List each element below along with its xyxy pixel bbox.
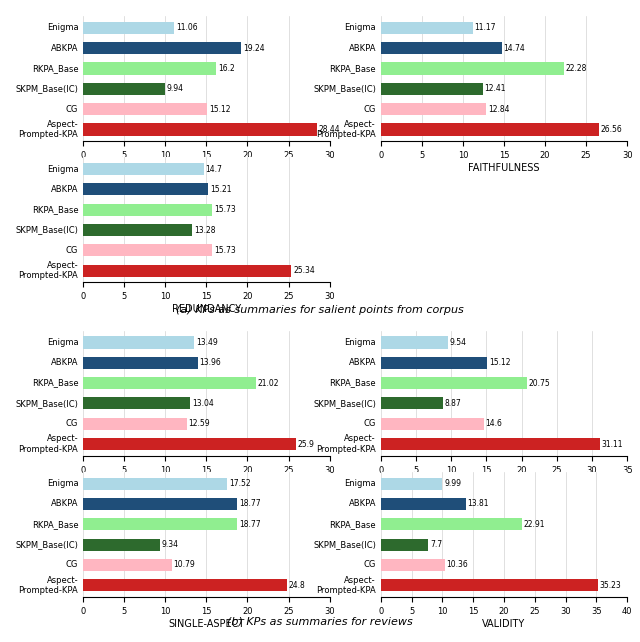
Text: (a) KPs as summaries for salient points from corpus: (a) KPs as summaries for salient points … — [176, 305, 464, 315]
X-axis label: INFORMATIVENESS: INFORMATIVENESS — [161, 477, 252, 487]
X-axis label: FAITHFULNESS: FAITHFULNESS — [468, 162, 540, 173]
Bar — [381, 498, 466, 510]
Bar — [83, 123, 317, 135]
Text: 35.23: 35.23 — [600, 581, 621, 590]
Text: 9.99: 9.99 — [444, 479, 461, 488]
Text: 22.91: 22.91 — [524, 520, 545, 529]
Text: 14.6: 14.6 — [485, 419, 502, 428]
Bar — [83, 22, 174, 34]
Bar — [83, 83, 165, 95]
Text: 26.56: 26.56 — [601, 125, 623, 134]
Text: 13.49: 13.49 — [196, 338, 218, 347]
Bar — [83, 336, 194, 349]
Bar — [381, 417, 484, 429]
Bar — [83, 184, 208, 196]
X-axis label: SINGLE-ASPECT: SINGLE-ASPECT — [168, 618, 244, 629]
Text: 24.8: 24.8 — [289, 581, 305, 590]
Bar — [83, 559, 172, 571]
Bar — [83, 579, 287, 591]
Bar — [381, 42, 502, 55]
Text: 15.12: 15.12 — [489, 358, 511, 367]
Bar — [83, 539, 160, 551]
Bar — [381, 559, 445, 571]
Text: 12.41: 12.41 — [484, 84, 506, 93]
X-axis label: REDUNDANCY: REDUNDANCY — [172, 304, 241, 314]
Bar — [381, 62, 564, 74]
Bar — [381, 83, 483, 95]
Bar — [83, 417, 187, 429]
Text: 25.34: 25.34 — [293, 266, 315, 275]
Text: (b) KPs as summaries for reviews: (b) KPs as summaries for reviews — [227, 616, 413, 627]
Text: 9.34: 9.34 — [162, 540, 179, 549]
Bar — [381, 438, 600, 450]
Text: 14.74: 14.74 — [504, 44, 525, 53]
Bar — [83, 103, 207, 115]
Text: 10.36: 10.36 — [446, 560, 468, 569]
Text: 19.24: 19.24 — [243, 44, 264, 53]
Bar — [381, 478, 442, 490]
Text: 20.75: 20.75 — [529, 379, 550, 388]
Text: 18.77: 18.77 — [239, 520, 260, 529]
Bar — [83, 163, 204, 175]
Bar — [381, 123, 599, 135]
Bar — [381, 397, 444, 410]
Text: 15.21: 15.21 — [210, 185, 231, 194]
Bar — [83, 244, 212, 256]
X-axis label: COVERAGE: COVERAGE — [180, 162, 233, 173]
Text: 13.28: 13.28 — [194, 225, 216, 234]
Text: 16.2: 16.2 — [218, 64, 235, 73]
Bar — [83, 478, 227, 490]
Text: 18.77: 18.77 — [239, 499, 260, 508]
Bar — [83, 62, 216, 74]
Bar — [381, 22, 472, 34]
Bar — [381, 539, 428, 551]
Bar — [83, 498, 237, 510]
Bar — [83, 357, 198, 369]
Bar — [381, 357, 487, 369]
Text: 9.54: 9.54 — [450, 338, 467, 347]
Bar — [83, 224, 192, 236]
Text: 13.04: 13.04 — [192, 399, 214, 408]
Bar — [83, 204, 212, 216]
Text: 10.79: 10.79 — [173, 560, 195, 569]
Text: 8.87: 8.87 — [445, 399, 461, 408]
X-axis label: SENTIMENT: SENTIMENT — [476, 477, 532, 487]
Text: 22.28: 22.28 — [566, 64, 587, 73]
Text: 11.06: 11.06 — [176, 23, 197, 32]
Text: 28.44: 28.44 — [319, 125, 340, 134]
Text: 12.84: 12.84 — [488, 105, 509, 114]
Bar — [83, 42, 241, 55]
Bar — [83, 518, 237, 530]
Bar — [83, 438, 296, 450]
Bar — [381, 377, 527, 389]
Text: 15.73: 15.73 — [214, 246, 236, 255]
Text: 15.12: 15.12 — [209, 105, 230, 114]
X-axis label: VALIDITY: VALIDITY — [483, 618, 525, 629]
Bar — [381, 336, 448, 349]
Text: 21.02: 21.02 — [257, 379, 279, 388]
Bar — [83, 265, 291, 277]
Text: 17.52: 17.52 — [229, 479, 250, 488]
Bar — [381, 103, 486, 115]
Bar — [83, 377, 256, 389]
Text: 15.73: 15.73 — [214, 205, 236, 214]
Text: 11.17: 11.17 — [474, 23, 496, 32]
Text: 25.9: 25.9 — [298, 440, 314, 449]
Bar — [381, 518, 522, 530]
Text: 31.11: 31.11 — [602, 440, 623, 449]
Bar — [83, 397, 190, 410]
Text: 7.7: 7.7 — [430, 540, 442, 549]
Bar — [381, 579, 598, 591]
Text: 13.96: 13.96 — [200, 358, 221, 367]
Text: 9.94: 9.94 — [166, 84, 184, 93]
Text: 13.81: 13.81 — [468, 499, 489, 508]
Text: 14.7: 14.7 — [205, 164, 223, 173]
Text: 12.59: 12.59 — [188, 419, 210, 428]
